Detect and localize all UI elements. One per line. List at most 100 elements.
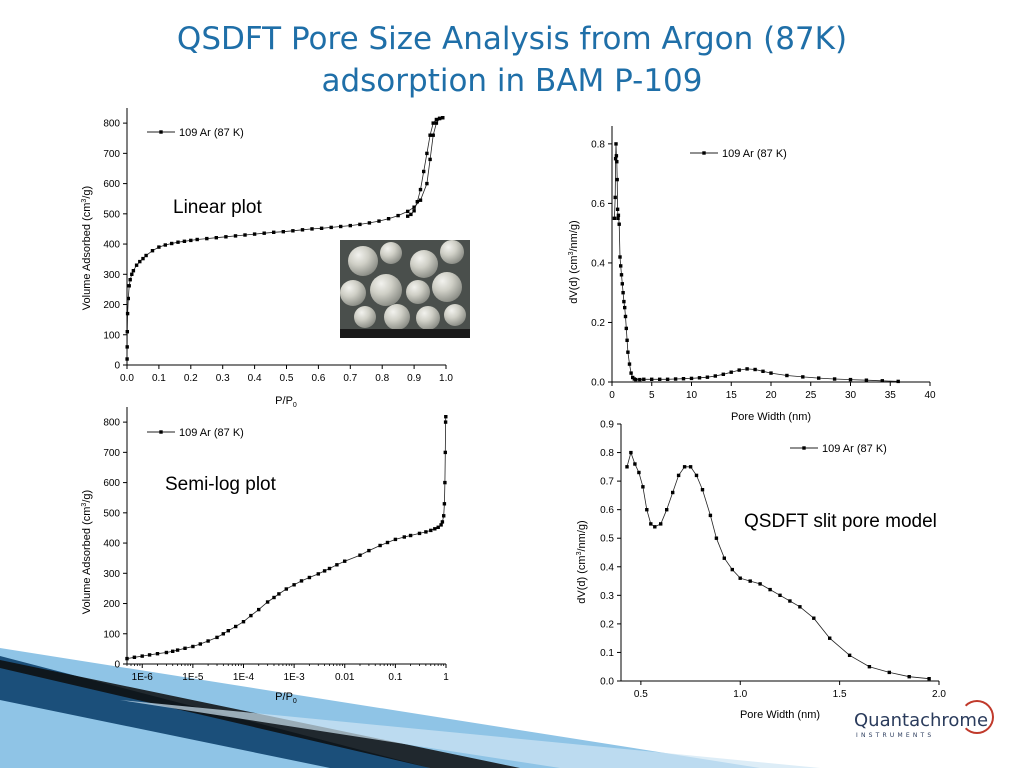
data-point xyxy=(224,235,228,239)
legend-marker xyxy=(159,130,163,134)
x-tick-label: 30 xyxy=(845,390,857,401)
x-axis-title-subscript: 0 xyxy=(293,402,297,409)
x-tick-label: 0.4 xyxy=(248,373,262,384)
y-axis-title-main: dV(d) (cm xyxy=(576,555,588,603)
data-point xyxy=(616,216,620,220)
data-point xyxy=(434,117,439,122)
data-point xyxy=(316,572,320,576)
data-point xyxy=(832,377,837,381)
x-tick-label: 0.8 xyxy=(375,373,389,384)
data-point xyxy=(653,525,657,529)
x-tick-label: 0.7 xyxy=(343,373,357,384)
data-point xyxy=(613,195,617,200)
y-axis-title: dV(d) (cm3/nm/g) xyxy=(576,520,588,603)
x-tick-label: 35 xyxy=(885,390,897,401)
data-point xyxy=(443,450,447,455)
y-tick-label: 0.2 xyxy=(600,619,614,630)
data-point xyxy=(377,219,381,223)
y-tick-label: 800 xyxy=(103,119,120,130)
y-axis-title-end: /g) xyxy=(81,490,93,503)
data-point xyxy=(671,490,675,495)
data-point xyxy=(673,377,678,381)
x-tick-label: 25 xyxy=(805,390,817,401)
y-tick-label: 600 xyxy=(103,478,120,489)
data-point xyxy=(713,374,717,378)
x-tick-label: 1E-6 xyxy=(132,672,154,683)
data-point xyxy=(437,116,442,120)
data-point xyxy=(642,377,646,381)
data-point xyxy=(682,465,687,469)
data-point xyxy=(310,227,314,231)
data-point xyxy=(847,653,852,657)
data-point xyxy=(386,217,391,221)
data-point xyxy=(412,205,416,209)
data-point xyxy=(612,216,617,220)
x-tick-label: 10 xyxy=(686,390,698,401)
data-point xyxy=(198,642,202,646)
y-axis-title-main: Volume Adsorbed (cm xyxy=(81,203,93,311)
data-point xyxy=(428,157,432,162)
data-point xyxy=(409,212,413,217)
quantachrome-logo: Quantachrome INSTRUMENTS xyxy=(850,700,994,750)
x-tick-label: 1E-3 xyxy=(284,672,306,683)
x-tick-label: 0.9 xyxy=(407,373,421,384)
y-tick-label: 0.3 xyxy=(600,591,614,602)
data-point xyxy=(125,345,129,349)
data-point xyxy=(292,583,296,587)
data-point xyxy=(215,635,219,640)
data-point xyxy=(163,243,167,247)
data-point xyxy=(272,230,276,234)
data-point xyxy=(415,200,419,204)
y-axis-title-end: /nm/g) xyxy=(568,220,580,251)
data-point xyxy=(697,376,702,380)
legend-label: 109 Ar (87 K) xyxy=(822,443,887,455)
y-axis-title-superscript: 3 xyxy=(576,551,583,555)
data-point xyxy=(424,530,428,534)
data-point xyxy=(191,644,195,649)
data-point xyxy=(140,654,144,658)
data-point xyxy=(785,373,789,378)
data-point xyxy=(439,523,443,527)
data-point xyxy=(768,587,772,592)
data-point xyxy=(665,377,670,381)
x-tick-label: 1.0 xyxy=(733,689,747,700)
data-point xyxy=(626,350,630,354)
y-tick-label: 700 xyxy=(103,149,120,160)
data-point xyxy=(343,559,347,563)
y-tick-label: 200 xyxy=(103,300,120,311)
y-tick-label: 200 xyxy=(103,599,120,610)
y-tick-label: 800 xyxy=(103,418,120,429)
data-point xyxy=(442,502,447,506)
y-tick-label: 500 xyxy=(103,508,120,519)
data-point xyxy=(817,376,821,380)
data-point xyxy=(431,121,435,125)
data-point xyxy=(284,587,288,591)
data-point xyxy=(665,508,669,512)
data-point xyxy=(339,224,343,229)
y-axis-title-superscript: 3 xyxy=(81,199,88,203)
data-point xyxy=(443,480,447,485)
data-point xyxy=(170,241,174,246)
data-point xyxy=(620,282,624,286)
data-point xyxy=(144,253,148,258)
data-point xyxy=(243,233,247,237)
x-axis-title: Pore Width (nm) xyxy=(731,411,811,423)
y-axis-title-main: Volume Adsorbed (cm xyxy=(81,507,93,615)
data-point xyxy=(378,543,382,548)
data-point xyxy=(618,255,622,259)
y-tick-label: 0.1 xyxy=(600,648,614,659)
x-tick-label: 0.1 xyxy=(388,672,402,683)
data-point xyxy=(812,616,816,620)
y-tick-label: 300 xyxy=(103,569,120,580)
data-point xyxy=(758,582,762,586)
data-point xyxy=(125,357,129,361)
data-point xyxy=(425,151,429,156)
data-point xyxy=(195,237,199,242)
data-point xyxy=(189,238,193,243)
data-point xyxy=(281,230,285,234)
annotation-linear-plot: Linear plot xyxy=(173,197,262,218)
data-point xyxy=(418,187,423,192)
